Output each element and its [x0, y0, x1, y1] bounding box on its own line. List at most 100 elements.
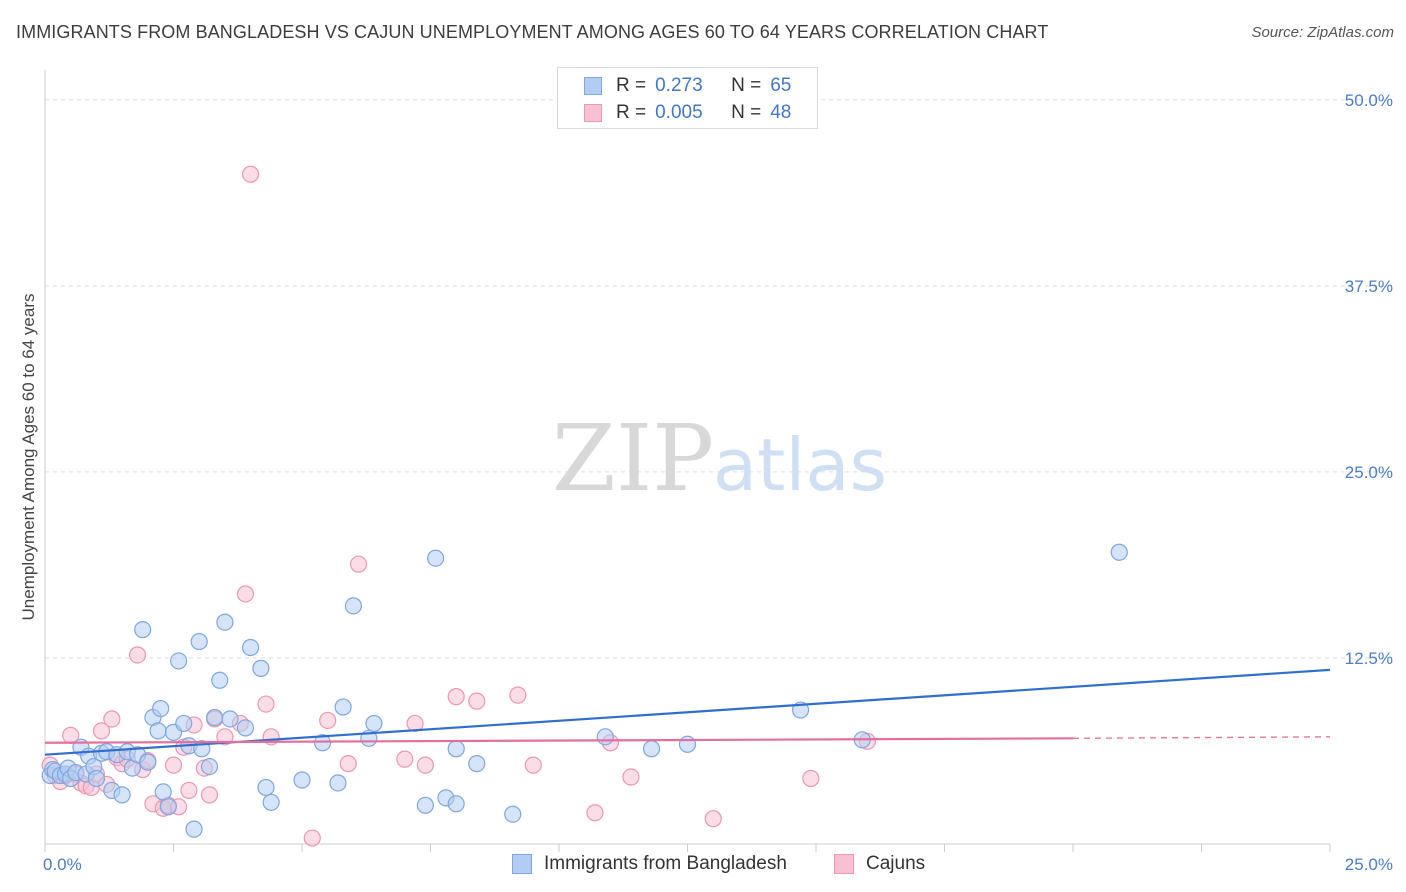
bangladesh-point — [447, 795, 465, 813]
trend-lines — [44, 668, 1331, 756]
cajuns-point — [416, 756, 434, 774]
cajuns-point — [339, 755, 357, 773]
bangladesh-point — [236, 719, 255, 737]
bangladesh-point — [200, 757, 219, 776]
bangladesh-point — [175, 714, 193, 733]
legend-r-value: 0.273 — [655, 75, 703, 96]
bangladesh-point — [344, 597, 362, 615]
cajuns-point — [216, 728, 234, 746]
cajuns-point — [103, 710, 121, 728]
bangladesh-point — [149, 722, 167, 740]
legend-n-value: 48 — [770, 102, 792, 123]
bangladesh-point — [504, 805, 522, 823]
legend-row-cajuns: R = 0.005 N = 48 — [584, 101, 791, 125]
cajuns-point — [622, 768, 640, 786]
y-tick-label: 37.5% — [1345, 277, 1393, 296]
bangladesh-point — [206, 708, 224, 727]
grid-lines — [45, 99, 1392, 659]
x-tick-label: 25.0% — [1345, 855, 1393, 874]
cajuns-point — [802, 769, 820, 788]
source-label: Source: ZipAtlas.com — [1251, 24, 1394, 41]
cajuns-point — [92, 722, 111, 740]
cajuns-point — [406, 714, 424, 733]
cajuns-point — [200, 786, 219, 804]
tick-labels: 12.5% 25.0% 37.5% 50.0% 0.0% 25.0% — [43, 91, 1393, 874]
cajuns-point — [128, 646, 147, 664]
bangladesh-point — [211, 671, 229, 689]
watermark-zip: ZIP — [552, 405, 714, 512]
bangladesh-point — [447, 740, 465, 758]
cajuns-point — [524, 756, 542, 774]
cajuns-point — [447, 688, 465, 706]
legend-swatch-blue — [584, 77, 602, 95]
cajuns-point — [180, 781, 198, 800]
bangladesh-point — [170, 652, 188, 670]
bangladesh-point — [262, 793, 280, 811]
bangladesh-point — [134, 621, 152, 639]
cajuns-point — [257, 695, 275, 713]
cajuns-trend-line — [44, 737, 1074, 744]
cajuns-point — [319, 711, 337, 730]
bangladesh-point — [365, 714, 383, 733]
bangladesh-point — [329, 774, 347, 792]
correlation-legend: R = 0.273 N = 65 R = 0.005 N = 48 — [557, 67, 818, 129]
cajuns-point — [349, 555, 368, 573]
y-axis-label: Unemployment Among Ages 60 to 64 years — [19, 294, 38, 621]
bangladesh-point — [252, 659, 270, 677]
cajuns-point — [242, 165, 260, 183]
bangladesh-point — [154, 783, 172, 801]
axes — [44, 70, 1331, 852]
cajuns-point — [509, 686, 527, 704]
y-tick-label: 12.5% — [1345, 649, 1393, 668]
bangladesh-point — [642, 740, 661, 758]
bangladesh-point — [1110, 543, 1128, 561]
watermark-atlas: atlas — [713, 423, 887, 507]
legend-swatch-pink — [584, 104, 602, 122]
bangladesh-point — [87, 769, 106, 788]
bangladesh-point — [334, 698, 352, 716]
bangladesh-point — [293, 771, 311, 789]
series-label-cajuns: Cajuns — [866, 853, 926, 874]
bangladesh-point — [313, 734, 332, 752]
cajuns-point — [586, 804, 604, 822]
bangladesh-point — [216, 613, 234, 631]
y-tick-label: 25.0% — [1345, 463, 1393, 482]
bangladesh-point — [190, 632, 208, 651]
bangladesh-point — [221, 710, 239, 728]
watermark: ZIP atlas — [552, 405, 887, 512]
legend-n-label: N = — [731, 75, 762, 96]
bangladesh-point — [113, 786, 131, 804]
legend-n-label: N = — [731, 102, 762, 123]
bangladesh-point — [139, 753, 157, 771]
bangladesh-point — [242, 638, 260, 657]
legend-n-value: 65 — [770, 75, 792, 96]
series-swatch-blue — [512, 854, 532, 874]
x-tick-label: 0.0% — [43, 855, 82, 874]
cajuns-point — [468, 692, 486, 710]
bangladesh-point — [185, 820, 203, 838]
cajuns-point — [164, 756, 183, 774]
legend-row-bangladesh: R = 0.273 N = 65 — [584, 74, 791, 98]
cajuns-point — [704, 810, 722, 828]
cajuns-point — [303, 829, 321, 847]
bangladesh-point — [159, 798, 177, 816]
bangladesh-trend-line — [44, 668, 1331, 756]
legend-r-label: R = — [616, 102, 647, 123]
series-label-bangladesh: Immigrants from Bangladesh — [544, 853, 787, 874]
series-legend-cajuns: Cajuns — [834, 852, 925, 876]
legend-r-value: 0.005 — [655, 102, 703, 123]
bangladesh-point — [427, 549, 445, 567]
series-swatch-pink — [834, 854, 854, 874]
chart-title: IMMIGRANTS FROM BANGLADESH VS CAJUN UNEM… — [16, 22, 1049, 42]
bangladesh-point — [416, 796, 434, 814]
bangladesh-point — [152, 699, 170, 718]
cajuns-point — [236, 585, 255, 603]
legend-r-label: R = — [616, 75, 647, 96]
bangladesh-point — [257, 778, 275, 797]
series-legend-bangladesh: Immigrants from Bangladesh — [512, 852, 787, 876]
bangladesh-point — [468, 755, 486, 773]
bangladesh-point — [596, 728, 614, 746]
cajuns-trend-extension — [1072, 736, 1331, 739]
bangladesh-point — [678, 735, 697, 753]
